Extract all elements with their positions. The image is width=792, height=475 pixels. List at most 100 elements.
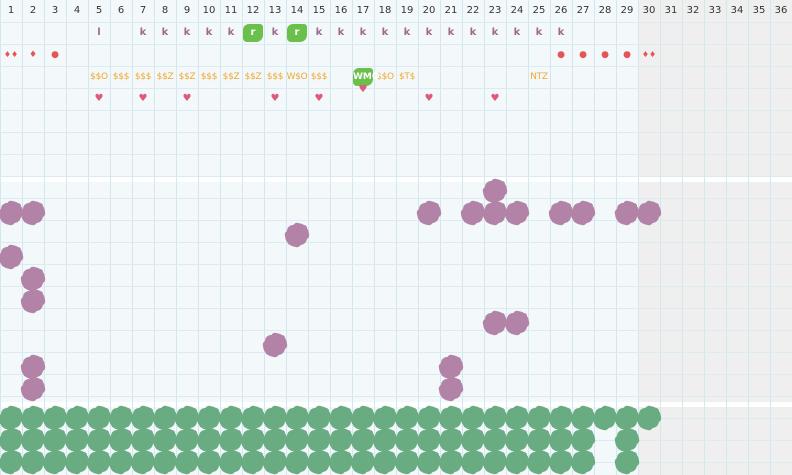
green-mark[interactable] bbox=[353, 430, 373, 450]
green-mark[interactable] bbox=[155, 408, 175, 428]
green-mark[interactable] bbox=[221, 408, 241, 428]
green-mark[interactable] bbox=[287, 408, 307, 428]
money-marker[interactable]: $T$ bbox=[398, 72, 416, 82]
money-marker[interactable]: $$Z bbox=[222, 72, 240, 82]
badge-marker[interactable]: r bbox=[243, 24, 263, 42]
green-mark[interactable] bbox=[155, 452, 175, 472]
dot-marker[interactable]: ● bbox=[623, 50, 631, 60]
day-number-2[interactable]: 2 bbox=[29, 5, 37, 16]
green-mark[interactable] bbox=[45, 452, 65, 472]
day-number-7[interactable]: 7 bbox=[139, 5, 147, 16]
day-number-9[interactable]: 9 bbox=[183, 5, 191, 16]
purple-mark[interactable] bbox=[485, 203, 505, 224]
purple-mark[interactable] bbox=[485, 181, 505, 202]
day-number-36[interactable]: 36 bbox=[774, 5, 788, 16]
green-mark[interactable] bbox=[265, 408, 285, 428]
day-number-10[interactable]: 10 bbox=[202, 5, 216, 16]
green-mark[interactable] bbox=[177, 408, 197, 428]
letter-marker[interactable]: k bbox=[183, 27, 191, 38]
day-number-14[interactable]: 14 bbox=[290, 5, 304, 16]
green-mark[interactable] bbox=[1, 452, 21, 472]
green-mark[interactable] bbox=[221, 430, 241, 450]
green-mark[interactable] bbox=[507, 430, 527, 450]
green-mark[interactable] bbox=[155, 430, 175, 450]
purple-mark[interactable] bbox=[507, 203, 527, 224]
money-marker[interactable]: $$$ bbox=[112, 72, 130, 82]
purple-mark[interactable] bbox=[265, 335, 285, 356]
day-number-18[interactable]: 18 bbox=[378, 5, 392, 16]
day-number-30[interactable]: 30 bbox=[642, 5, 656, 16]
green-mark[interactable] bbox=[133, 452, 153, 472]
day-number-27[interactable]: 27 bbox=[576, 5, 590, 16]
green-mark[interactable] bbox=[133, 430, 153, 450]
letter-marker[interactable]: k bbox=[557, 27, 565, 38]
green-mark[interactable] bbox=[573, 452, 593, 472]
green-mark[interactable] bbox=[441, 430, 461, 450]
day-number-23[interactable]: 23 bbox=[488, 5, 502, 16]
green-mark[interactable] bbox=[199, 430, 219, 450]
heart-icon[interactable]: ♥ bbox=[490, 93, 500, 104]
green-mark[interactable] bbox=[265, 452, 285, 472]
green-mark[interactable] bbox=[331, 430, 351, 450]
green-mark[interactable] bbox=[111, 408, 131, 428]
purple-mark[interactable] bbox=[287, 225, 307, 246]
green-mark[interactable] bbox=[573, 408, 593, 428]
green-mark[interactable] bbox=[419, 430, 439, 450]
green-mark[interactable] bbox=[67, 452, 87, 472]
green-mark[interactable] bbox=[529, 408, 549, 428]
green-mark[interactable] bbox=[199, 452, 219, 472]
day-number-32[interactable]: 32 bbox=[686, 5, 700, 16]
green-mark[interactable] bbox=[551, 452, 571, 472]
green-mark[interactable] bbox=[485, 408, 505, 428]
letter-marker[interactable]: k bbox=[139, 27, 147, 38]
purple-mark[interactable] bbox=[419, 203, 439, 224]
purple-mark[interactable] bbox=[507, 313, 527, 334]
green-mark[interactable] bbox=[397, 452, 417, 472]
badge-marker[interactable]: WMO bbox=[353, 68, 380, 86]
heart-icon[interactable]: ♥ bbox=[270, 93, 280, 104]
green-mark[interactable] bbox=[111, 452, 131, 472]
purple-mark[interactable] bbox=[485, 313, 505, 334]
green-mark[interactable] bbox=[177, 452, 197, 472]
green-mark[interactable] bbox=[1, 408, 21, 428]
dot-marker[interactable]: ♦♦ bbox=[641, 50, 657, 59]
green-mark[interactable] bbox=[23, 452, 43, 472]
letter-marker[interactable]: k bbox=[205, 27, 213, 38]
green-mark[interactable] bbox=[309, 430, 329, 450]
green-mark[interactable] bbox=[529, 430, 549, 450]
day-number-34[interactable]: 34 bbox=[730, 5, 744, 16]
green-mark[interactable] bbox=[1, 430, 21, 450]
letter-marker[interactable]: k bbox=[491, 27, 499, 38]
heart-icon[interactable]: ♥ bbox=[138, 93, 148, 104]
purple-mark[interactable] bbox=[23, 291, 43, 312]
green-mark[interactable] bbox=[529, 452, 549, 472]
purple-mark[interactable] bbox=[639, 203, 659, 224]
green-mark[interactable] bbox=[419, 408, 439, 428]
purple-mark[interactable] bbox=[573, 203, 593, 224]
green-mark[interactable] bbox=[45, 408, 65, 428]
badge-marker[interactable]: r bbox=[287, 24, 307, 42]
dot-marker[interactable]: ● bbox=[579, 50, 587, 60]
letter-marker[interactable]: k bbox=[359, 27, 367, 38]
green-mark[interactable] bbox=[463, 430, 483, 450]
heart-icon[interactable]: ♥ bbox=[424, 93, 434, 104]
day-number-20[interactable]: 20 bbox=[422, 5, 436, 16]
green-mark[interactable] bbox=[441, 452, 461, 472]
day-number-13[interactable]: 13 bbox=[268, 5, 282, 16]
green-mark[interactable] bbox=[573, 430, 593, 450]
day-number-21[interactable]: 21 bbox=[444, 5, 458, 16]
green-mark[interactable] bbox=[287, 452, 307, 472]
money-marker[interactable]: NTZ bbox=[530, 72, 548, 82]
green-mark[interactable] bbox=[507, 408, 527, 428]
money-marker[interactable]: $$O bbox=[90, 72, 108, 82]
green-mark[interactable] bbox=[375, 452, 395, 472]
green-mark[interactable] bbox=[551, 430, 571, 450]
green-mark[interactable] bbox=[199, 408, 219, 428]
letter-marker[interactable]: l bbox=[97, 27, 101, 38]
green-mark[interactable] bbox=[243, 452, 263, 472]
green-mark[interactable] bbox=[551, 408, 571, 428]
green-mark[interactable] bbox=[375, 408, 395, 428]
day-number-15[interactable]: 15 bbox=[312, 5, 326, 16]
green-mark[interactable] bbox=[243, 430, 263, 450]
day-number-33[interactable]: 33 bbox=[708, 5, 722, 16]
